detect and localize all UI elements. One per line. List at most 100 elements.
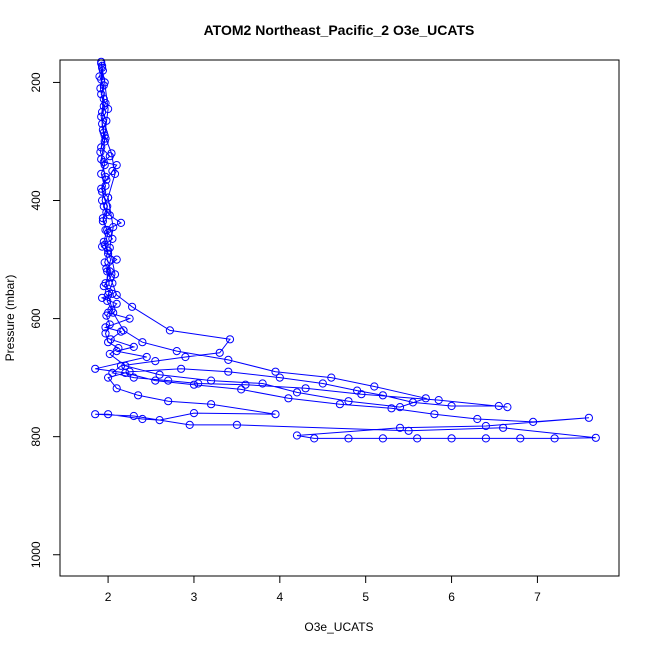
data-point	[98, 217, 108, 226]
data-point	[125, 367, 134, 376]
data-point	[241, 380, 250, 389]
data-point	[185, 420, 194, 429]
data-point	[112, 255, 121, 264]
data-point	[584, 413, 594, 422]
data-point	[138, 414, 147, 424]
x-axis-title: O3e_UCATS	[304, 620, 373, 634]
data-point	[284, 394, 293, 403]
data-point	[102, 208, 111, 217]
data-point	[292, 388, 302, 397]
data-point	[224, 367, 233, 376]
data-point	[395, 403, 405, 412]
data-point	[172, 347, 181, 356]
data-point	[91, 364, 100, 373]
x-axis: 2 3 4 5 6 7	[105, 575, 541, 604]
data-point	[151, 376, 160, 385]
data-point	[301, 384, 310, 393]
data-point	[473, 414, 482, 424]
y-axis-title: Pressure (mbar)	[3, 275, 17, 362]
data-point	[310, 434, 319, 443]
data-point	[378, 434, 387, 443]
data-point	[99, 237, 108, 246]
data-point	[134, 391, 143, 400]
data-point	[378, 391, 387, 400]
data-point	[194, 379, 203, 388]
data-point	[258, 379, 267, 388]
data-point	[494, 401, 503, 411]
y-tick-label: 200	[29, 72, 43, 92]
data-point	[189, 380, 199, 389]
data-point	[97, 143, 106, 152]
chart-title: ATOM2 Northeast_Pacific_2 O3e_UCATS	[204, 22, 475, 38]
data-point	[91, 410, 100, 419]
data-point	[404, 426, 413, 435]
data-point	[112, 290, 121, 300]
data-point	[104, 290, 113, 300]
data-point	[104, 410, 113, 419]
x-tick-label: 7	[534, 590, 541, 604]
data-point	[434, 396, 443, 405]
data-point	[101, 329, 110, 338]
data-point	[97, 90, 106, 99]
data-point	[129, 373, 138, 382]
data-point	[387, 404, 396, 413]
data-point	[119, 326, 128, 335]
data-point	[105, 320, 114, 329]
data-point	[138, 338, 147, 347]
data-point	[207, 376, 216, 385]
data-point	[421, 394, 430, 403]
data-point	[106, 273, 115, 282]
data-point	[97, 169, 106, 178]
data-point	[550, 434, 559, 443]
data-point	[103, 296, 112, 305]
data-point	[103, 267, 112, 276]
data-point	[370, 382, 379, 391]
data-point	[128, 302, 137, 311]
data-point	[121, 361, 130, 370]
data-point	[395, 423, 405, 432]
data-point	[110, 169, 120, 178]
data-point	[318, 379, 327, 388]
y-tick-label: 600	[29, 308, 43, 328]
data-point	[107, 149, 116, 158]
data-point	[105, 267, 114, 276]
data-point	[112, 299, 121, 308]
data-point	[481, 421, 490, 431]
data-point	[101, 181, 110, 190]
data-point	[101, 323, 110, 332]
data-point	[98, 187, 107, 196]
data-point	[164, 376, 173, 385]
x-tick-label: 4	[276, 590, 283, 604]
data-point	[97, 112, 106, 121]
data-point	[181, 352, 190, 362]
data-point	[165, 326, 174, 335]
data-point	[112, 384, 121, 393]
data-point	[447, 401, 456, 411]
data-point	[98, 242, 107, 251]
series-line	[95, 61, 596, 439]
data-point	[96, 148, 105, 157]
data-point	[129, 342, 138, 351]
data-point	[103, 225, 112, 235]
data-point	[100, 161, 109, 170]
x-tick-label: 5	[362, 590, 369, 604]
data-point	[155, 370, 164, 379]
data-point	[100, 137, 109, 146]
data-point	[101, 279, 110, 288]
data-point	[327, 373, 336, 382]
data-point	[105, 349, 114, 359]
data-point	[224, 355, 233, 364]
data-point	[108, 166, 117, 176]
data-point	[98, 214, 108, 223]
data-point	[292, 431, 302, 440]
data-point	[96, 84, 105, 93]
data-point	[499, 423, 508, 432]
data-point	[207, 400, 216, 409]
data-point	[344, 397, 353, 406]
data-point	[99, 128, 108, 137]
data-point	[408, 398, 417, 407]
x-tick-label: 6	[448, 590, 455, 604]
data-point	[108, 234, 117, 243]
